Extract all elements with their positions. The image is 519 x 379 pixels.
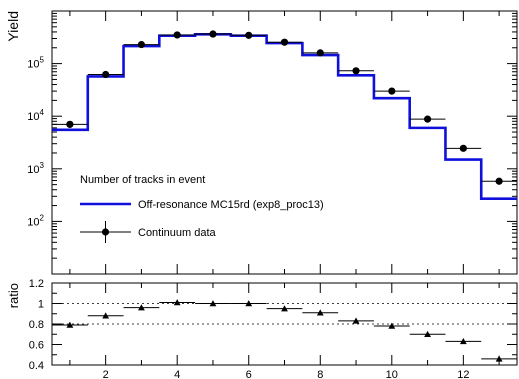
data-point: [316, 49, 324, 57]
ratio-panel: 0.4 0.6 0.8 1 1.2 2 4 6 8 10 12 ratio: [6, 278, 518, 379]
yield-y-axis: 102 103 104 105: [27, 10, 517, 275]
ratio-x-axis: 2 4 6 8 10 12: [69, 283, 500, 379]
ratio-point: [281, 305, 288, 312]
legend-mc-label: Off-resonance MC15rd (exp8_proc13): [138, 199, 324, 211]
data-point: [423, 115, 432, 123]
data-point: [66, 120, 74, 128]
data-point: [280, 38, 289, 46]
x-tick-label: 2: [103, 369, 109, 379]
ratio-y-tick-label: 0.6: [29, 340, 44, 352]
ratio-point: [102, 312, 110, 319]
ratio-axis-label: ratio: [6, 283, 21, 308]
x-tick-label: 10: [386, 369, 398, 379]
ratio-point: [352, 317, 360, 324]
ratio-point: [245, 300, 253, 307]
y-tick-label: 105: [27, 56, 44, 71]
ratio-y-tick-label: 1: [38, 299, 44, 311]
yield-plot-frame: [51, 10, 518, 275]
data-point: [209, 30, 217, 38]
legend: Number of tracks in event Off-resonance …: [80, 174, 324, 243]
ratio-point: [66, 321, 74, 328]
ratio-point: [495, 355, 503, 362]
ratio-point: [209, 300, 217, 307]
data-point: [173, 31, 181, 39]
yield-axis-label: Yield: [5, 11, 21, 42]
data-point: [388, 87, 396, 95]
ratio-y-tick-label: 0.4: [29, 360, 44, 372]
yield-panel: 102 103 104 105 Yield Number of tracks in e…: [5, 10, 518, 275]
ratio-y-tick-label: 0.8: [29, 319, 44, 331]
data-point: [459, 144, 467, 152]
data-point: [245, 31, 253, 39]
ratio-point: [459, 338, 467, 345]
data-point: [137, 40, 146, 49]
ratio-y-tick-label: 1.2: [29, 278, 44, 290]
x-tick-label: 8: [317, 369, 323, 379]
ratio-point: [138, 304, 145, 311]
legend-title: Number of tracks in event: [80, 174, 205, 186]
ratio-point: [424, 330, 431, 337]
x-tick-label: 12: [457, 369, 469, 379]
yield-x-axis: [69, 11, 500, 274]
data-point: [352, 67, 360, 75]
x-tick-label: 4: [174, 369, 180, 379]
y-tick-label: 104: [27, 108, 44, 123]
y-tick-label: 103: [27, 161, 44, 176]
ratio-point: [388, 322, 396, 329]
ratio-point: [316, 309, 324, 316]
x-tick-label: 6: [246, 369, 252, 379]
legend-data-marker: [101, 228, 110, 236]
ratio-point: [173, 299, 181, 306]
data-point: [495, 177, 503, 185]
y-tick-label: 102: [27, 213, 44, 228]
data-point: [102, 70, 110, 79]
ratio-y-axis: 0.4 0.6 0.8 1 1.2: [29, 278, 517, 372]
legend-data-label: Continuum data: [138, 227, 217, 239]
data-points: [52, 30, 517, 185]
ratio-points: [52, 299, 517, 362]
